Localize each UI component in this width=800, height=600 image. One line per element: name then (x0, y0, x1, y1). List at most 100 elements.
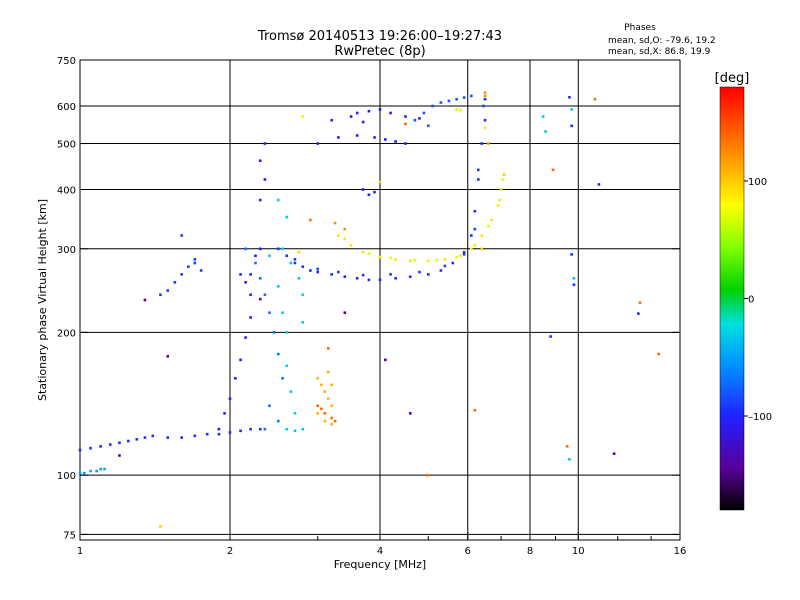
data-point (258, 198, 262, 202)
chart-title: Tromsø 20140513 19:26:00–19:27:43 (257, 29, 502, 44)
data-point (389, 111, 392, 115)
colorbar-tick-label: –100 (748, 412, 772, 423)
data-point (316, 270, 320, 274)
ionogram-chart: Tromsø 20140513 19:26:00–19:27:43 RwPret… (36, 23, 772, 571)
data-point (199, 269, 203, 272)
data-point (413, 118, 417, 122)
data-point (239, 358, 242, 362)
data-point (373, 136, 376, 139)
data-point (330, 416, 334, 420)
data-point (276, 419, 280, 423)
data-point (570, 253, 573, 256)
data-point (422, 111, 426, 115)
data-point (443, 258, 447, 261)
data-point (361, 273, 365, 277)
data-point (249, 273, 252, 276)
colorbar (719, 86, 745, 511)
colorbar-tick-label: 0 (748, 295, 754, 306)
phase-stats-heading: Phases (624, 23, 656, 33)
data-point (355, 134, 359, 137)
data-point (367, 193, 371, 197)
data-point (597, 183, 601, 186)
data-point (281, 247, 284, 251)
data-point (263, 293, 267, 297)
data-point (355, 276, 359, 280)
data-point (426, 473, 429, 477)
data-point (268, 404, 271, 408)
colorbar-tick-label: 100 (748, 177, 767, 188)
data-point (108, 443, 112, 446)
data-point (320, 383, 323, 387)
data-point (384, 138, 387, 141)
data-point (118, 454, 121, 457)
data-point (413, 258, 417, 262)
data-point (355, 111, 359, 115)
data-point (426, 273, 430, 276)
data-point (258, 247, 262, 251)
y-tick-label: 400 (57, 186, 76, 197)
data-point (657, 352, 660, 356)
data-point (333, 419, 337, 423)
data-point (337, 270, 340, 274)
data-point (268, 311, 271, 315)
data-point (487, 142, 490, 145)
data-point (378, 278, 382, 282)
data-point (254, 261, 257, 265)
data-point (316, 404, 320, 408)
data-point (263, 142, 267, 145)
data-point (568, 95, 571, 99)
data-point (193, 258, 197, 261)
data-point (408, 275, 412, 279)
data-point (95, 469, 98, 473)
data-point (408, 412, 412, 415)
data-point (470, 94, 473, 98)
data-point (477, 168, 480, 172)
data-point (301, 427, 305, 431)
data-point (151, 434, 155, 438)
colorbar-ticks: 100 0 –100 (744, 177, 772, 423)
data-point (572, 283, 576, 287)
data-point (455, 108, 458, 111)
data-point (394, 140, 397, 143)
data-point (473, 209, 477, 213)
data-point (89, 446, 92, 450)
data-point (301, 320, 305, 324)
data-point (258, 427, 262, 431)
data-point (301, 293, 305, 297)
data-point (78, 448, 82, 452)
data-point (593, 97, 597, 101)
data-point (394, 258, 397, 261)
data-point (330, 404, 334, 408)
data-point (143, 436, 147, 439)
data-point (470, 234, 473, 237)
data-point (502, 173, 506, 176)
data-point (166, 289, 170, 292)
data-point (343, 227, 347, 231)
data-point (293, 429, 297, 433)
x-tick-label: 16 (674, 546, 687, 557)
x-tick-label: 8 (527, 546, 533, 557)
x-tick-label: 1 (77, 546, 83, 557)
data-point (480, 142, 484, 145)
data-point (378, 180, 382, 184)
data-point (228, 397, 232, 400)
x-tick-label: 10 (572, 546, 585, 557)
colorbar-label: [deg] (715, 71, 750, 86)
data-point (234, 377, 237, 380)
data-point (281, 311, 284, 315)
data-point (258, 297, 262, 301)
data-point (431, 104, 434, 108)
y-tick-label: 750 (57, 56, 76, 67)
data-point (180, 234, 184, 237)
y-tick-label: 75 (63, 530, 76, 541)
data-point (490, 218, 493, 222)
data-point (159, 293, 162, 297)
phase-stats-o: mean, sd,O: –79.6, 19.2 (608, 36, 716, 46)
data-point (78, 471, 82, 475)
x-tick-label: 6 (465, 546, 471, 557)
data-point (249, 427, 252, 431)
data-point (572, 276, 576, 280)
data-point (166, 436, 170, 439)
data-point (343, 237, 347, 241)
